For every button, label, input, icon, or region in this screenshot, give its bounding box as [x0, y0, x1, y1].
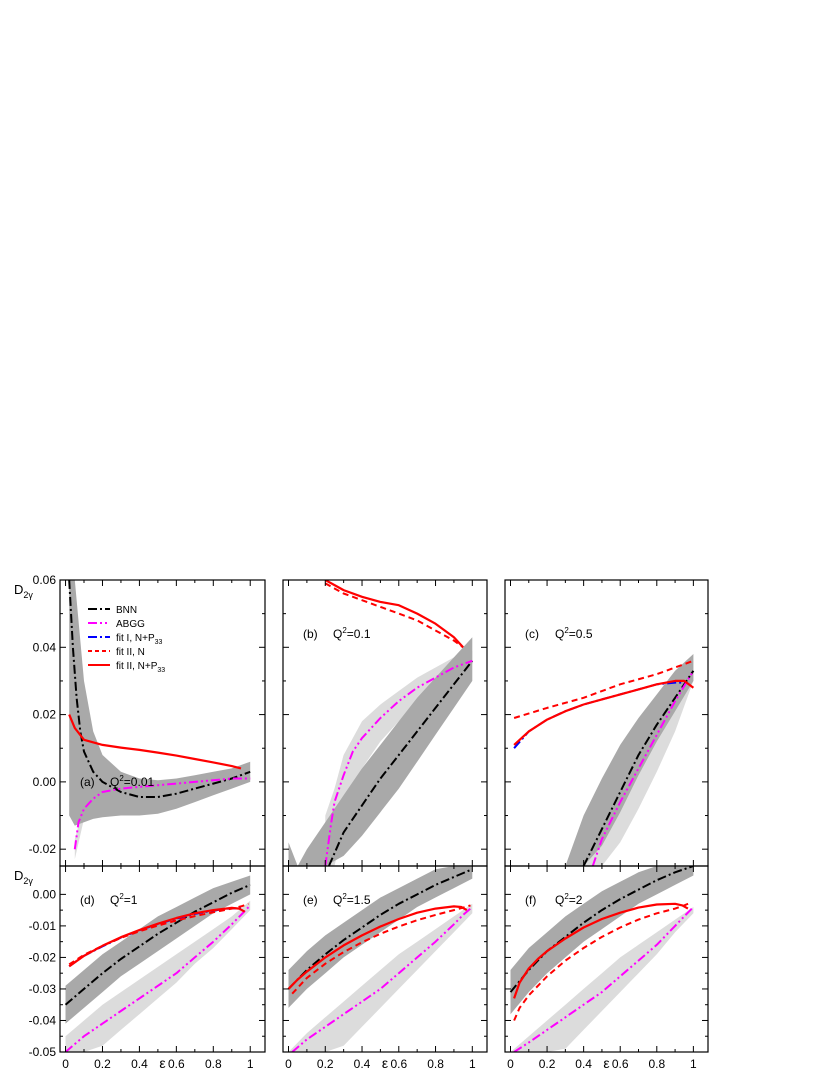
- line-abgg: [73, 777, 251, 850]
- line-abgg: [513, 906, 695, 1052]
- y-tick-label: 0.06: [33, 573, 57, 587]
- y-tick-label: 0.04: [33, 640, 57, 654]
- panel-c: (c) Q2=0.5: [504, 579, 709, 867]
- band-bnn: [288, 866, 473, 1008]
- plot-area-f: [509, 866, 695, 1052]
- line-fitii-np33: [324, 580, 464, 649]
- line-bnn: [68, 580, 251, 798]
- band-abgg: [325, 650, 473, 866]
- panel-f: 0 0.2 0.4 0.6 0.8 1 (f) Q2=2: [504, 865, 709, 1071]
- x-tick-label: 0.6: [612, 1057, 629, 1071]
- line-fitii-n: [324, 582, 464, 649]
- x-tick-label: 0.2: [317, 1057, 334, 1071]
- legend-label: fit II, N: [116, 647, 145, 658]
- legend-label: fit II, N+P33: [116, 661, 165, 674]
- line-fitii-np33: [513, 679, 695, 746]
- panel-b: (b) Q2=0.1: [282, 579, 488, 867]
- plot-area-b: [288, 580, 474, 866]
- panel-tag: (c): [525, 627, 539, 641]
- legend-label: BNN: [116, 605, 137, 616]
- line-fitii-np33: [513, 902, 689, 999]
- y-tick-label: 0.00: [33, 775, 57, 789]
- plot-area-a: [68, 580, 251, 860]
- y-tick-label: 0.00: [33, 887, 57, 901]
- y-tick-label: -0.04: [29, 1013, 57, 1027]
- q2-label: Q2=0.1: [333, 626, 371, 641]
- panel-tag: (d): [80, 893, 95, 907]
- q2-label: Q2=1: [110, 892, 138, 907]
- band-abgg: [510, 907, 694, 1052]
- x-tick-label: 0.4: [354, 1057, 371, 1071]
- panel-a: -0.02 0.00 0.02 0.04 0.06 (a) Q2=0.01: [29, 573, 266, 867]
- y-axis-label: D2γ: [14, 582, 33, 600]
- q2-label: Q2=2: [555, 892, 583, 907]
- x-tick-label: 0.8: [648, 1057, 665, 1071]
- panel-tag: (f): [525, 893, 536, 907]
- line-abgg: [591, 670, 695, 866]
- line-bnn: [327, 660, 474, 866]
- legend-label: fit I, N+P33: [116, 633, 163, 646]
- band-bnn: [510, 866, 694, 1015]
- band-abgg: [65, 900, 251, 1052]
- x-axis-label: ε: [382, 1055, 388, 1071]
- y-tick-label: -0.05: [29, 1045, 57, 1059]
- line-fitii-np33: [287, 905, 468, 990]
- y-tick-label: -0.02: [29, 950, 57, 964]
- line-fitii-n: [513, 659, 694, 719]
- y-axis-label: D2γ: [14, 868, 33, 886]
- line-fitii-n: [513, 901, 692, 1021]
- panel-tag: (e): [303, 893, 318, 907]
- band-abgg: [288, 903, 473, 1052]
- panel-e: 0 0.2 0.4 0.6 0.8 1 (e) Q2=1.5: [282, 865, 488, 1071]
- band-bnn: [69, 580, 251, 826]
- x-tick-label: 0: [62, 1057, 69, 1071]
- panel-frame: [59, 865, 266, 1053]
- q2-label: Q2=0.01: [110, 774, 154, 789]
- panel-tag: (a): [80, 775, 95, 789]
- x-tick-label: 0.8: [427, 1057, 444, 1071]
- x-tick-label: 0.6: [390, 1057, 407, 1071]
- line-fitii-np33: [68, 714, 242, 770]
- plot-area-d: [64, 875, 251, 1052]
- x-axis-label: ε: [603, 1055, 609, 1071]
- x-tick-label: 0.2: [94, 1057, 111, 1071]
- panel-tag: (b): [303, 627, 318, 641]
- line-bnn: [64, 883, 251, 1006]
- panel-d: 0 0.2 0.4 0.6 0.8 1 -0.05 -0.04 -0.03 -0.02 -0.01 0…: [29, 865, 266, 1071]
- legend-label: ABGG: [116, 619, 145, 630]
- x-tick-label: 0.8: [205, 1057, 222, 1071]
- y-tick-label: 0.02: [33, 708, 57, 722]
- q2-label: Q2=1.5: [333, 892, 371, 907]
- line-fitii-n: [291, 904, 471, 995]
- q2-label: Q2=0.5: [555, 626, 593, 641]
- plot-area-e: [287, 866, 473, 1052]
- x-tick-label: 0.2: [539, 1057, 556, 1071]
- band-bnn: [565, 654, 694, 866]
- y-tick-label: -0.02: [29, 842, 57, 856]
- y-tick-label: -0.01: [29, 919, 57, 933]
- x-tick-label: 1: [469, 1057, 476, 1071]
- line-fitii-np33: [68, 906, 246, 968]
- x-tick-label: 0.6: [168, 1057, 185, 1071]
- panel-frame: [504, 865, 709, 1053]
- x-tick-label: 1: [247, 1057, 254, 1071]
- band-bnn: [288, 637, 473, 866]
- x-tick-label: 1: [690, 1057, 697, 1071]
- y-tick-label: -0.03: [29, 982, 57, 996]
- panel-frame: [282, 865, 488, 1053]
- line-bnn: [582, 670, 695, 866]
- x-tick-label: 0.4: [575, 1057, 592, 1071]
- x-tick-label: 0: [285, 1057, 292, 1071]
- line-bnn: [287, 868, 473, 990]
- x-axis-label: ε: [159, 1055, 165, 1071]
- plot-area-c: [513, 654, 695, 866]
- x-tick-label: 0: [507, 1057, 514, 1071]
- x-tick-label: 0.4: [131, 1057, 148, 1071]
